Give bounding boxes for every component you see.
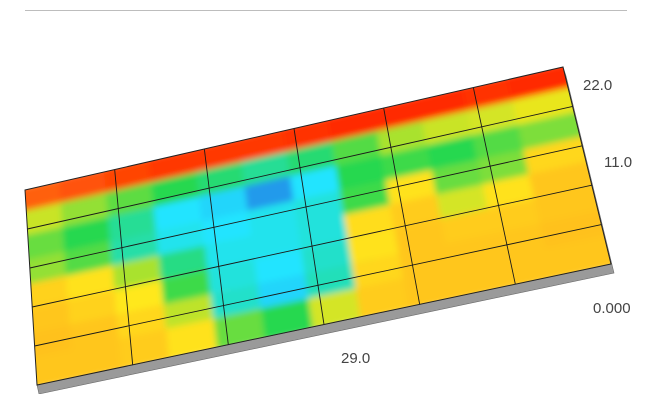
y-tick-top: 22.0 [583,77,612,94]
surface-outline [24,66,612,386]
grid-line-vertical [114,169,134,365]
x-tick-label: 29.0 [341,350,370,367]
grid-line-horizontal [34,224,602,347]
grid-lines [27,87,602,365]
grid-line-vertical [472,87,516,285]
grid-line-horizontal [32,184,592,308]
heatmap-cells [25,67,611,385]
grid-line-horizontal [27,105,573,230]
top-divider-line [25,10,627,11]
grid-line-vertical [383,107,421,305]
y-tick-middle: 11.0 [604,154,632,171]
grid-line-horizontal [29,145,583,269]
y-tick-bottom: 0.000 [593,300,631,317]
grid-line-vertical [293,128,325,325]
grid-line-vertical [203,148,229,345]
